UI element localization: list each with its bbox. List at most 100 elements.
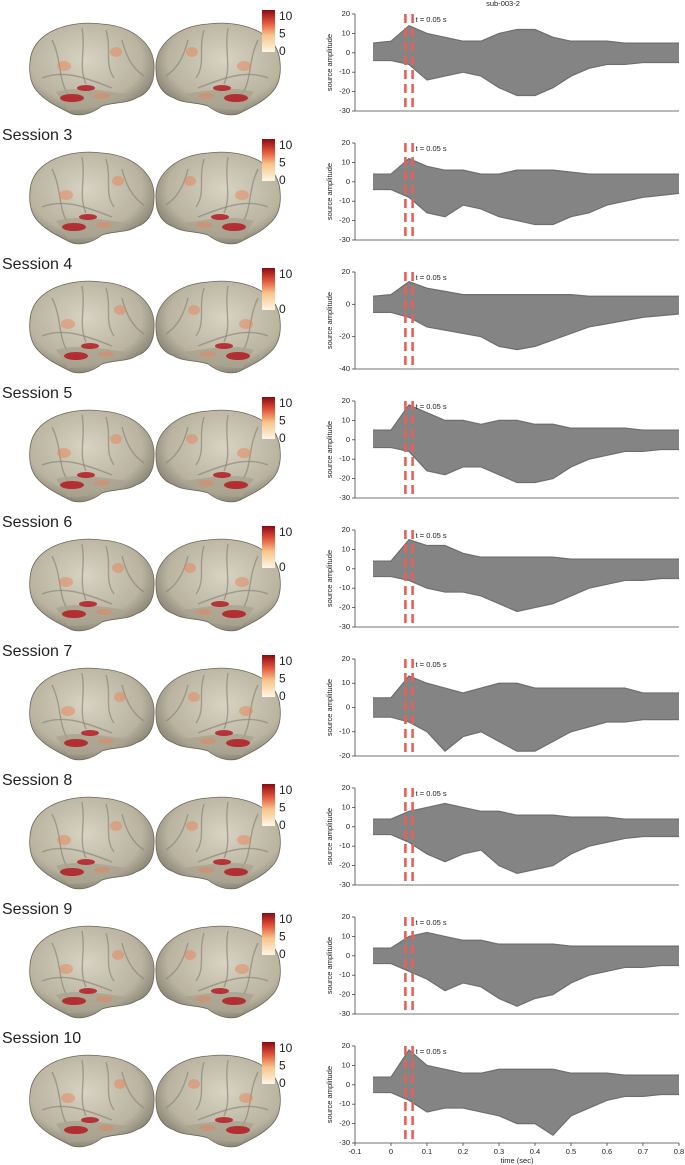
y-tick-label: 10: [342, 415, 350, 424]
brain-surface: [29, 925, 155, 1019]
trace-line: [373, 575, 679, 613]
brain-surface: [29, 409, 155, 503]
colorbar: [262, 655, 275, 697]
y-tick-label: -30: [339, 1009, 350, 1018]
activation-blob: [184, 563, 196, 573]
brain-sulcus: [195, 29, 205, 79]
brain-sulcus: [121, 39, 145, 77]
brain-sulcus: [121, 813, 145, 851]
y-tick-label: 0: [346, 1080, 350, 1089]
activation-blob: [196, 222, 212, 228]
activation-blob: [239, 319, 253, 329]
session-label: Session 9: [2, 901, 72, 918]
activation-blob: [79, 214, 97, 220]
brain-sulcus: [41, 1105, 113, 1121]
brain-sulcus: [165, 1071, 189, 1109]
brain-sulcus: [197, 331, 269, 347]
trace-envelope: [373, 539, 679, 612]
activation-blob: [196, 996, 212, 1002]
trace-line: [372, 281, 679, 297]
brain-surface: [155, 151, 281, 245]
brain-sulcus: [195, 1061, 205, 1111]
brain-sulcus: [105, 803, 115, 853]
brain-surface: [29, 280, 155, 374]
trace-line: [373, 404, 679, 431]
trace-envelope: [373, 675, 679, 752]
brain-sulcus: [165, 555, 189, 593]
colorbar-tick-label: 10: [279, 267, 293, 281]
activation-blob: [64, 1126, 88, 1134]
brain-sulcus: [195, 416, 205, 466]
activation-blob: [57, 835, 71, 845]
brain-sulcus: [121, 168, 145, 206]
activation-blob: [62, 610, 86, 618]
activation-blob: [237, 61, 251, 71]
brain-surface: [155, 280, 281, 374]
activation-blob: [239, 1093, 253, 1103]
trace-line: [373, 1091, 679, 1137]
trace-line: [373, 802, 679, 820]
y-tick-label: 10: [342, 28, 350, 37]
colorbar: [262, 913, 275, 955]
activation-blob: [61, 1093, 75, 1103]
y-tick-label: 0: [346, 564, 350, 573]
y-tick-label: -30: [339, 235, 350, 244]
activation-blob: [98, 351, 114, 357]
activation-blob: [112, 950, 124, 960]
brain-sulcus: [121, 684, 145, 722]
activation-blob: [222, 223, 246, 231]
activation-blob: [94, 480, 110, 486]
activation-blob: [114, 692, 126, 702]
activation-blob: [96, 609, 112, 615]
brain-sulcus: [41, 202, 113, 218]
y-tick-label: 10: [342, 1060, 350, 1069]
trace-line: [373, 1048, 679, 1078]
colorbar-tick-label: 0: [279, 560, 286, 574]
brain-sulcus: [105, 416, 115, 466]
activation-blob: [77, 472, 95, 478]
activation-blob: [200, 351, 216, 357]
colorbar-tick-label: 10: [279, 9, 293, 23]
brain-sulcus: [197, 589, 269, 605]
activation-blob: [224, 868, 248, 876]
colorbar-tick-label: 0: [279, 947, 286, 961]
annotation: t = 0.05 s: [416, 144, 447, 153]
activation-blob: [226, 1126, 250, 1134]
y-tick-label: 0: [346, 299, 350, 308]
brain-sulcus: [197, 718, 269, 734]
y-axis-label: source amplitude: [325, 421, 334, 478]
session-label: Session 8: [2, 772, 72, 789]
trace-line: [373, 675, 679, 699]
brain-sulcus: [195, 803, 205, 853]
brain-sulcus: [81, 27, 87, 85]
activation-blob: [81, 730, 99, 736]
brain-sulcus: [165, 684, 189, 722]
colorbar-tick-label: 0: [279, 173, 286, 187]
trace-line: [373, 157, 679, 175]
brain-sulcus: [195, 674, 205, 724]
activation-blob: [188, 1079, 200, 1089]
brain-sulcus: [81, 930, 87, 988]
activation-blob: [237, 835, 251, 845]
brain-sulcus: [121, 942, 145, 980]
brain-surface: [29, 22, 155, 116]
activation-blob: [114, 305, 126, 315]
colorbar-tick-label: 10: [279, 1041, 293, 1055]
brain-sulcus: [41, 847, 113, 863]
brain-surface: [29, 151, 155, 245]
activation-blob: [235, 964, 249, 974]
y-tick-label: 20: [342, 9, 350, 18]
activation-blob: [224, 94, 248, 102]
brain-surface: [29, 538, 155, 632]
annotation: t = 0.05 s: [416, 402, 447, 411]
colorbar: [262, 268, 275, 310]
y-axis-label: source amplitude: [325, 34, 334, 91]
brain-sulcus: [197, 976, 269, 992]
trace-envelope: [373, 1049, 679, 1136]
y-tick-label: -30: [339, 880, 350, 889]
y-tick-label: -10: [339, 970, 350, 979]
colorbar-tick-label: 0: [279, 302, 286, 316]
y-tick-label: -20: [339, 332, 350, 341]
trace-line: [373, 931, 679, 949]
y-tick-label: 0: [346, 177, 350, 186]
